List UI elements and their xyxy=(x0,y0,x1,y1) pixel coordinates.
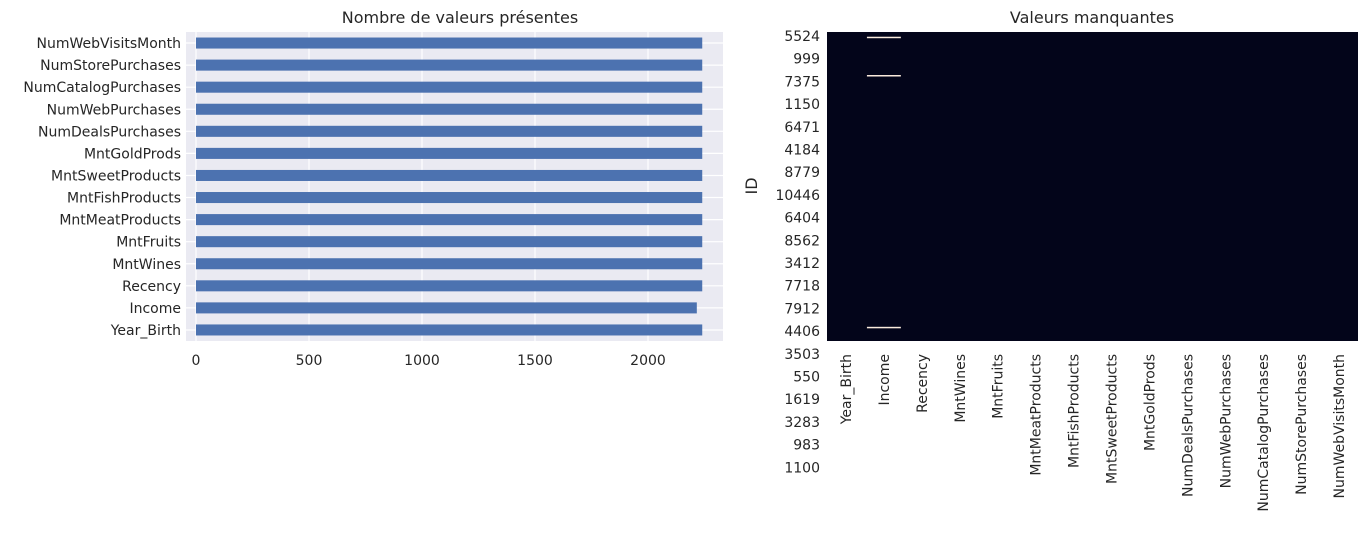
category-label: MntSweetProducts xyxy=(51,168,181,184)
category-label: MntWines xyxy=(112,257,181,273)
category-label: Year_Birth xyxy=(110,323,181,339)
category-label: NumCatalogPurchases xyxy=(23,80,181,96)
column-label: MntSweetProducts xyxy=(1104,354,1120,484)
column-label: Year_Birth xyxy=(839,354,855,425)
category-label: NumWebPurchases xyxy=(47,102,181,118)
row-tick-label: 3503 xyxy=(784,347,820,363)
column-label: MntWines xyxy=(953,354,969,423)
bar xyxy=(196,125,703,137)
category-label: MntFishProducts xyxy=(67,191,181,207)
missing-value-mark xyxy=(866,36,901,39)
row-tick-label: 5524 xyxy=(784,29,820,45)
row-tick-label: 3412 xyxy=(784,256,820,272)
column-label: NumDealsPurchases xyxy=(1180,354,1196,497)
column-label: MntGoldProds xyxy=(1142,354,1158,451)
bar xyxy=(196,258,703,270)
column-label: Recency xyxy=(915,354,931,413)
column-label: MntMeatProducts xyxy=(1029,354,1045,476)
category-label: NumWebVisitsMonth xyxy=(36,36,181,52)
category-label: MntFruits xyxy=(116,235,181,251)
row-tick-label: 7375 xyxy=(784,74,820,90)
row-tick-label: 4406 xyxy=(784,324,820,340)
category-label: NumDealsPurchases xyxy=(38,124,181,140)
column-label: NumStorePurchases xyxy=(1294,354,1310,495)
row-tick-label: 8779 xyxy=(784,165,820,181)
column-label: NumWebVisitsMonth xyxy=(1332,354,1348,499)
heatmap-title: Valeurs manquantes xyxy=(1010,8,1174,27)
heatmap-panel: 5524 999 7375 1150 6471 4184 8779 10446 6404 8562… xyxy=(742,8,1358,512)
bar xyxy=(196,169,703,181)
column-label: Income xyxy=(877,354,893,406)
x-tick-label: 2000 xyxy=(630,353,666,369)
bar xyxy=(196,280,703,292)
category-label: MntGoldProds xyxy=(84,146,181,162)
row-tick-label: 6404 xyxy=(784,211,820,227)
bar xyxy=(196,147,703,159)
category-label: Income xyxy=(129,301,181,317)
bar xyxy=(196,214,703,226)
column-label: MntFishProducts xyxy=(1067,354,1083,468)
bar-chart-x-tick-labels: 0 500 1000 1500 2000 xyxy=(192,353,666,369)
bar-chart-bars xyxy=(196,37,703,336)
heatmap-missing-marks xyxy=(866,36,901,329)
bar-chart-category-labels: Year_Birth Income Recency MntWines MntFruits… xyxy=(23,36,181,339)
row-tick-label: 10446 xyxy=(775,188,820,204)
row-tick-label: 1100 xyxy=(784,460,820,476)
bar-chart-panel: Year_Birth Income Recency MntWines MntFruits… xyxy=(23,8,723,369)
row-tick-label: 7912 xyxy=(784,301,820,317)
row-tick-label: 7718 xyxy=(784,279,820,295)
x-tick-label: 500 xyxy=(296,353,323,369)
bar xyxy=(196,302,697,314)
missing-value-mark xyxy=(866,75,901,77)
row-tick-label: 3283 xyxy=(784,415,820,431)
row-tick-label: 983 xyxy=(793,438,820,454)
heatmap-cells xyxy=(827,32,1358,341)
column-label: NumCatalogPurchases xyxy=(1256,354,1272,512)
heatmap-column-labels: Year_Birth Income Recency MntWines MntFruits… xyxy=(839,354,1348,512)
bar xyxy=(196,236,703,248)
x-tick-label: 0 xyxy=(192,353,201,369)
row-tick-label: 1619 xyxy=(784,392,820,408)
bar xyxy=(196,324,703,336)
row-tick-label: 4184 xyxy=(784,143,820,159)
bar xyxy=(196,103,703,115)
row-tick-label: 6471 xyxy=(784,120,820,136)
row-tick-label: 999 xyxy=(793,52,820,68)
x-tick-label: 1500 xyxy=(517,353,553,369)
x-tick-label: 1000 xyxy=(404,353,440,369)
bar-chart-title: Nombre de valeurs présentes xyxy=(342,8,578,27)
column-label: MntFruits xyxy=(991,354,1007,419)
heatmap-y-axis-label: ID xyxy=(742,177,761,194)
heatmap-row-tick-labels: 5524 999 7375 1150 6471 4184 8779 10446 6404 8562… xyxy=(775,29,820,476)
row-tick-label: 1150 xyxy=(784,97,820,113)
bar xyxy=(196,192,703,204)
category-label: NumStorePurchases xyxy=(40,58,181,74)
bar xyxy=(196,59,703,71)
bar xyxy=(196,37,703,49)
column-label: NumWebPurchases xyxy=(1218,354,1234,488)
row-tick-label: 550 xyxy=(793,370,820,386)
row-tick-label: 8562 xyxy=(784,233,820,249)
category-label: MntMeatProducts xyxy=(59,213,181,229)
category-label: Recency xyxy=(122,279,181,295)
bar-chart-plot-area xyxy=(186,32,723,341)
bar xyxy=(196,81,703,93)
missing-value-mark xyxy=(866,326,901,329)
